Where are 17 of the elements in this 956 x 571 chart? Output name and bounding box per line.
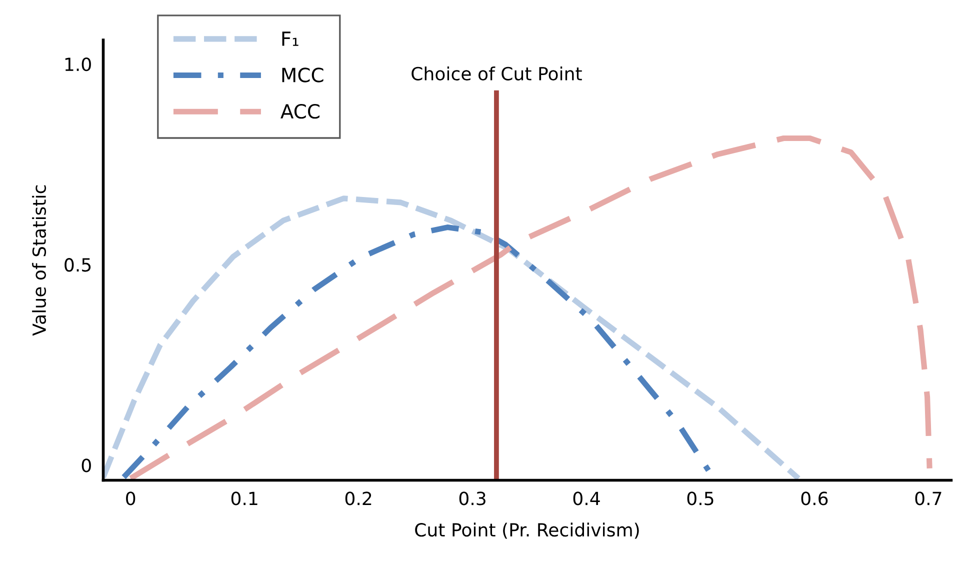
x-tick-label: 0.2: [345, 492, 372, 506]
legend-label: MCC: [282, 68, 324, 82]
x-tick-label: 0.6: [801, 492, 828, 506]
y-tick-label: 0: [82, 458, 91, 472]
legend-label: ACC: [280, 104, 320, 119]
ref-line-label: Choice of Cut Point: [412, 66, 582, 80]
x-axis-title: Cut Point (Pr. Recidivism): [415, 522, 639, 539]
x-tick-label: 0: [126, 492, 136, 506]
x-tick-label: 0.4: [573, 492, 600, 506]
y-tick-label: 0.5: [64, 258, 91, 272]
x-tick-label: 0.1: [231, 492, 258, 506]
y-tick-label: 1.0: [65, 57, 91, 72]
y-axis-title: Value of Statistic: [32, 185, 46, 336]
legend-label: F₁: [282, 32, 298, 46]
x-tick-label: 0.5: [687, 492, 714, 506]
x-tick-label: 0.7: [915, 492, 942, 506]
x-tick-label: 0.3: [459, 492, 486, 506]
